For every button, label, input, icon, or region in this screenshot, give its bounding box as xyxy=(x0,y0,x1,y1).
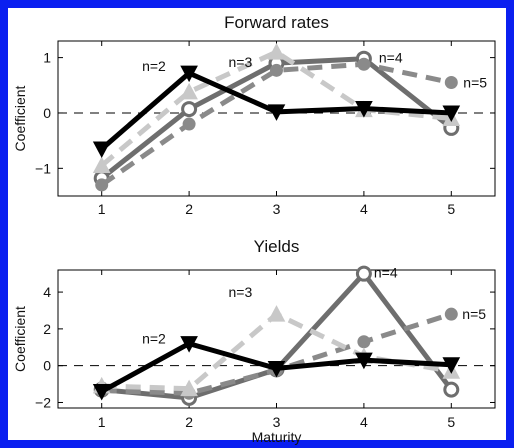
series-annotation: n=2 xyxy=(142,331,166,347)
x-tick-label: 1 xyxy=(98,201,106,217)
data-point xyxy=(355,352,373,370)
y-tick-label: 0 xyxy=(43,358,51,374)
data-point xyxy=(92,383,111,401)
data-point xyxy=(355,265,372,282)
series-line xyxy=(100,61,452,187)
data-point xyxy=(95,178,109,192)
series-annotation: n=3 xyxy=(229,54,253,70)
y-tick-label: −1 xyxy=(35,160,51,176)
x-tick-label: 5 xyxy=(447,201,455,217)
x-axis-label: Maturity xyxy=(252,429,302,445)
series-annotation: n=5 xyxy=(463,75,487,91)
data-point xyxy=(180,82,198,100)
chart-title: Forward rates xyxy=(224,13,329,32)
data-point xyxy=(92,141,111,159)
series-n=2 xyxy=(92,65,461,159)
y-tick-label: 4 xyxy=(43,284,51,300)
x-tick-label: 1 xyxy=(98,414,106,430)
data-point xyxy=(180,65,198,83)
x-tick-label: 4 xyxy=(360,414,368,430)
x-tick-label: 2 xyxy=(185,414,193,430)
series-annotation: n=4 xyxy=(374,265,398,281)
data-point xyxy=(444,76,458,90)
data-point xyxy=(92,156,111,174)
series-annotation: n=3 xyxy=(229,284,253,300)
panel-2: 1 2 3 4 5 −2 0 2 4 Yields Coefficient Maturity n=2 n=… xyxy=(12,237,496,445)
series-line xyxy=(100,49,452,168)
panel-1: 1 2 3 4 5 −1 0 1 Forward rates Coefficient n=2 n=3 n… xyxy=(12,13,496,217)
data-point xyxy=(182,117,196,131)
data-point xyxy=(270,63,283,77)
data-point xyxy=(180,336,198,353)
series-n=2 xyxy=(92,336,461,401)
y-axis-label: Coefficient xyxy=(12,306,28,372)
y-tick-label: 0 xyxy=(43,105,51,121)
x-tick-label: 5 xyxy=(447,414,455,430)
series-annotation: n=5 xyxy=(462,306,486,322)
data-point xyxy=(267,305,286,322)
data-point xyxy=(180,379,198,397)
y-tick-label: 2 xyxy=(43,321,51,337)
data-point xyxy=(357,335,371,349)
y-tick-label: 1 xyxy=(43,50,51,66)
data-point xyxy=(444,307,458,321)
data-point xyxy=(442,105,461,123)
y-axis-label: Coefficient xyxy=(12,85,28,151)
data-point xyxy=(357,57,371,71)
x-tick-label: 4 xyxy=(360,201,368,217)
data-point xyxy=(355,101,373,118)
chart-title: Yields xyxy=(254,237,300,256)
x-tick-label: 3 xyxy=(273,201,281,217)
data-point xyxy=(267,43,286,60)
data-point xyxy=(267,360,286,378)
plot-area xyxy=(57,269,496,409)
data-point xyxy=(443,381,460,398)
x-tick-label: 2 xyxy=(185,201,193,217)
series-annotation: n=4 xyxy=(379,50,403,66)
data-point xyxy=(181,101,198,118)
data-point xyxy=(267,104,286,121)
series-n=5 xyxy=(95,57,458,192)
series-annotation: n=2 xyxy=(142,58,166,74)
x-tick-label: 3 xyxy=(273,414,281,430)
y-tick-label: −2 xyxy=(35,394,51,410)
data-point xyxy=(442,357,461,374)
